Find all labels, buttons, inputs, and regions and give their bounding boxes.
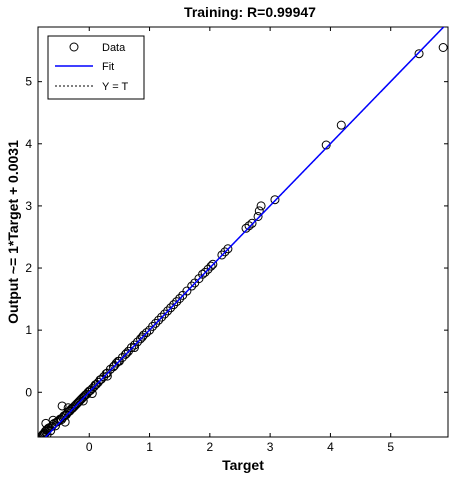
x-tick-label: 4 [327,440,334,454]
data-point [122,348,132,358]
data-point [187,281,197,291]
data-point [203,264,213,274]
x-tick-label: 0 [86,440,93,454]
data-point [256,201,266,211]
data-point [46,426,56,436]
data-point [198,269,208,279]
x-axis-label: Target [222,457,264,473]
legend-fit-label: Fit [102,61,114,73]
data-point [57,401,67,411]
data-point [154,315,164,325]
fit-lines [44,27,445,437]
fit-line [44,27,445,437]
data-point [120,349,130,359]
x-tick-label: 5 [387,440,394,454]
data-point [157,312,167,322]
data-point [336,120,346,130]
y-tick-label: 2 [25,261,32,275]
data-point [182,286,192,296]
legend-box [47,35,145,100]
data-point [438,43,448,52]
axis-ticks: 0 1 2 3 4 5 0 1 2 3 4 5 [25,27,448,454]
data-point [254,206,264,216]
data-point [126,343,136,353]
data-point [48,415,58,425]
data-point [321,140,331,150]
y-axis-label: Output ~= 1*Target + 0.0031 [5,140,21,324]
y-tick-label: 5 [25,75,32,89]
data-point [414,49,424,59]
legend-yt-label: Y = T [102,81,128,93]
data-point [217,250,227,260]
data-point [200,267,210,277]
data-point [129,340,139,350]
data-point [132,337,142,347]
data-point [148,321,158,331]
data-point [208,259,218,269]
data-point [139,330,149,340]
y-tick-label: 0 [25,385,32,399]
data-point [220,247,230,257]
data-markers [38,43,448,437]
x-tick-label: 1 [146,440,153,454]
legend-data-marker [69,42,79,52]
data-point [129,343,139,353]
data-point [93,377,103,387]
data-point [163,306,173,316]
data-point [63,403,73,413]
data-point [166,303,176,313]
data-point [113,356,123,366]
data-point [206,261,216,271]
y-tick-label: 3 [25,199,32,213]
data-point [142,328,152,338]
data-point [160,309,170,319]
legend: Data Fit Y = T [47,35,145,100]
y-tick-label: 1 [25,323,32,337]
data-point [247,218,257,228]
data-point [241,223,251,233]
chart-title: Training: R=0.99947 [184,4,316,20]
data-point [270,195,280,205]
data-point [169,300,179,310]
data-point [253,211,263,221]
data-point [151,318,161,328]
x-tick-label: 3 [267,440,274,454]
y-tick-label: 4 [25,137,32,151]
data-point [102,371,112,381]
data-point [172,297,182,307]
x-tick-label: 2 [206,440,213,454]
legend-data-label: Data [102,42,126,54]
data-point [223,244,233,254]
data-point [78,396,88,406]
data-point [175,293,185,303]
data-point [244,221,254,231]
